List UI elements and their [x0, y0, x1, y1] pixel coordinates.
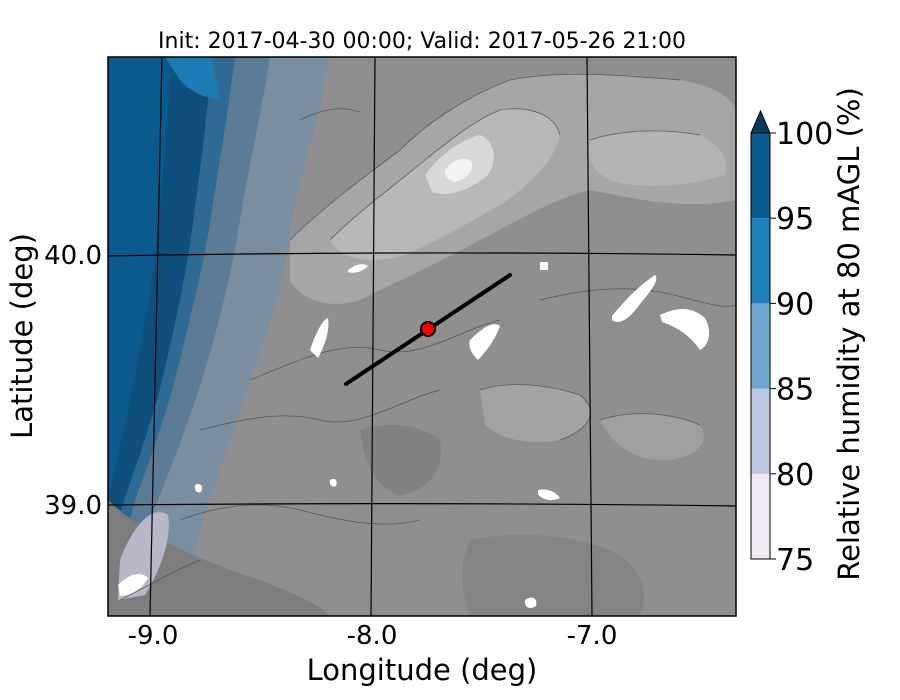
- site-marker[interactable]: [420, 321, 436, 337]
- meridian-minus8: [370, 57, 376, 616]
- plot-frame: [107, 56, 737, 617]
- colorbar-tick-label: 85: [776, 373, 814, 408]
- colorbar-swatches: [751, 133, 770, 559]
- ytick-label: 40.0: [44, 241, 102, 271]
- mountain-summit: [444, 158, 473, 182]
- ridge-southeast: [600, 413, 704, 461]
- colorbar-frame: [750, 132, 771, 560]
- colorbar-label: Relative humidity at 80 mAGL (%): [832, 87, 866, 581]
- colorbar-swatch: [751, 218, 770, 304]
- colorbar-ticks: 75 80 85 90 95 100: [770, 117, 833, 578]
- colorbar-swatch: [751, 133, 770, 219]
- colorbar: 75 80 85 90 95 100 Relative humidity at 80 mA…: [750, 87, 866, 581]
- colorbar-swatch: [751, 303, 770, 389]
- valley-dark-se: [462, 534, 644, 616]
- colorbar-extend-arrow: [750, 109, 771, 134]
- valley-dark-south: [360, 424, 441, 495]
- map-title: Init: 2017-04-30 00:00; Valid: 2017-05-2…: [158, 29, 686, 54]
- colorbar-tick-label: 80: [776, 458, 814, 493]
- colorbar-swatch: [751, 473, 770, 559]
- colorbar-tick-label: 90: [776, 287, 814, 322]
- ridge-east: [588, 130, 727, 186]
- valley-shading-south: [108, 500, 330, 616]
- ocean-area: [108, 57, 172, 500]
- colorbar-tick-label: 95: [776, 202, 814, 237]
- ridge-south: [480, 384, 591, 442]
- meridian-minus9: [149, 57, 163, 616]
- xtick-label: -7.0: [567, 621, 618, 651]
- graticule: [108, 57, 736, 616]
- x-axis-label: Longitude (deg): [307, 653, 538, 687]
- xtick-label: -8.0: [347, 621, 398, 651]
- map-area: [108, 57, 736, 616]
- y-axis-label: Latitude (deg): [5, 233, 39, 439]
- colorbar-tick-label: 100: [776, 117, 833, 152]
- ocean-nearshore: [165, 57, 220, 100]
- colorbar-swatch: [751, 388, 770, 474]
- xtick-label: -9.0: [128, 621, 179, 651]
- meridian-minus7: [586, 57, 593, 616]
- ytick-label: 39.0: [44, 491, 102, 521]
- dry-patches: [194, 262, 710, 608]
- contour-lines: [119, 73, 736, 601]
- parallel-39: [108, 503, 736, 507]
- colorbar-tick-label: 75: [776, 543, 814, 578]
- parallel-40: [108, 252, 736, 257]
- lowland-white-sw: [118, 574, 148, 596]
